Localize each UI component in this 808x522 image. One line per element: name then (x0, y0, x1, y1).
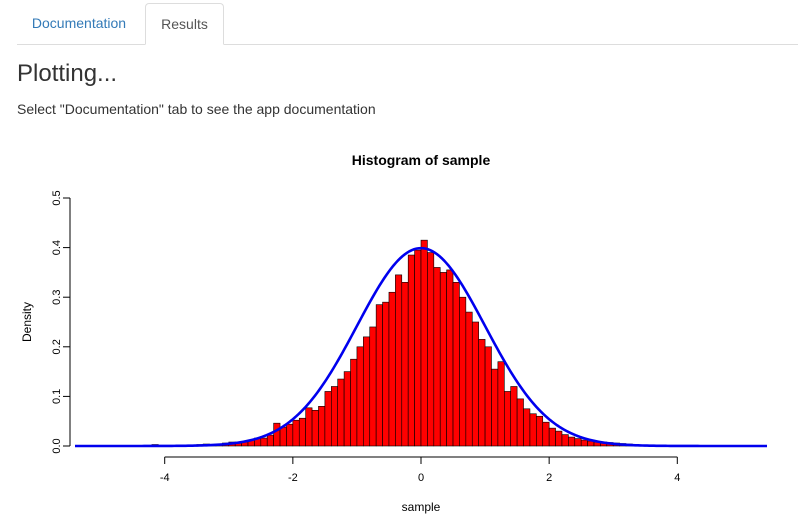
histogram-bar (318, 406, 326, 447)
histogram-bar (427, 252, 435, 447)
y-tick-label: 0.3 (51, 290, 63, 305)
histogram-bar (471, 321, 479, 447)
histogram-bar (292, 419, 300, 447)
tab-results[interactable]: Results (145, 3, 224, 45)
histogram-bar (568, 436, 576, 447)
histogram-bar (260, 437, 268, 447)
histogram-bars (151, 239, 665, 447)
histogram-bar (446, 269, 454, 447)
histogram-bar (337, 378, 345, 447)
histogram-bar (273, 422, 281, 447)
histogram-bar (459, 296, 467, 447)
histogram-bar (574, 438, 582, 447)
x-tick-label: 4 (674, 472, 680, 484)
histogram-bar (510, 386, 518, 447)
histogram-bar (298, 417, 306, 447)
histogram-bar (388, 291, 396, 447)
histogram-bar (286, 423, 294, 447)
histogram-bar (439, 272, 447, 447)
y-tick-label: 0.4 (51, 240, 63, 255)
histogram-bar (516, 398, 524, 447)
histogram-bar (452, 282, 460, 447)
histogram-bar (311, 409, 319, 447)
histogram-bar (266, 434, 274, 447)
histogram-bar (369, 326, 377, 447)
histogram-bar (523, 408, 531, 447)
density-curve-layer (75, 246, 767, 448)
histogram-plot: Histogram of sample sample Density -4 -2 0… (20, 152, 767, 514)
x-tick-label: 0 (418, 472, 424, 484)
x-tick-label: -4 (160, 472, 170, 484)
histogram-bar (324, 391, 332, 447)
x-axis: -4 -2 0 2 4 (160, 456, 680, 484)
histogram-bar (401, 282, 409, 447)
histogram-bar (465, 311, 473, 447)
histogram-bar (350, 358, 358, 447)
histogram-bar (279, 426, 287, 447)
y-tick-label: 0.5 (51, 190, 63, 205)
histogram-bar (561, 434, 569, 447)
histogram-bar (330, 386, 339, 447)
histogram-bar (375, 304, 383, 447)
page-subtitle: Select "Documentation" tab to see the ap… (17, 101, 376, 117)
histogram-bar (305, 407, 313, 447)
histogram-bar (420, 239, 428, 447)
y-axis-label: Density (20, 302, 34, 342)
chart-title: Histogram of sample (352, 152, 491, 168)
histogram-bar (580, 439, 588, 447)
histogram-bar (343, 371, 351, 447)
x-tick-label: -2 (288, 472, 298, 484)
histogram-bar (536, 415, 544, 447)
histogram-bar (407, 254, 415, 447)
tab-bar: Documentation Results (17, 3, 798, 45)
histogram-bar (433, 267, 441, 447)
tab-documentation[interactable]: Documentation (31, 15, 127, 31)
histogram-bar (497, 361, 505, 447)
histogram-bar (548, 427, 556, 447)
histogram-bar (356, 346, 364, 447)
histogram-bar (491, 368, 499, 447)
histogram-bar (414, 249, 422, 447)
y-tick-label: 0.2 (51, 339, 63, 354)
x-axis-label: sample (402, 500, 441, 514)
histogram-bar (542, 421, 550, 447)
y-tick-label: 0.0 (51, 438, 63, 453)
y-axis: 0.0 0.1 0.2 0.3 0.4 0.5 (51, 190, 71, 454)
histogram-bar (395, 274, 403, 447)
page-title: Plotting... (17, 60, 118, 87)
histogram-bar (555, 430, 563, 447)
histogram-bar (363, 336, 371, 447)
x-tick-label: 2 (546, 472, 552, 484)
histogram-bar (382, 301, 390, 447)
histogram-bar (529, 413, 537, 447)
histogram-bar (503, 391, 512, 447)
histogram-bar (484, 346, 492, 447)
density-curve-line (75, 246, 767, 448)
histogram-bar (478, 339, 486, 447)
y-tick-label: 0.1 (51, 389, 63, 404)
